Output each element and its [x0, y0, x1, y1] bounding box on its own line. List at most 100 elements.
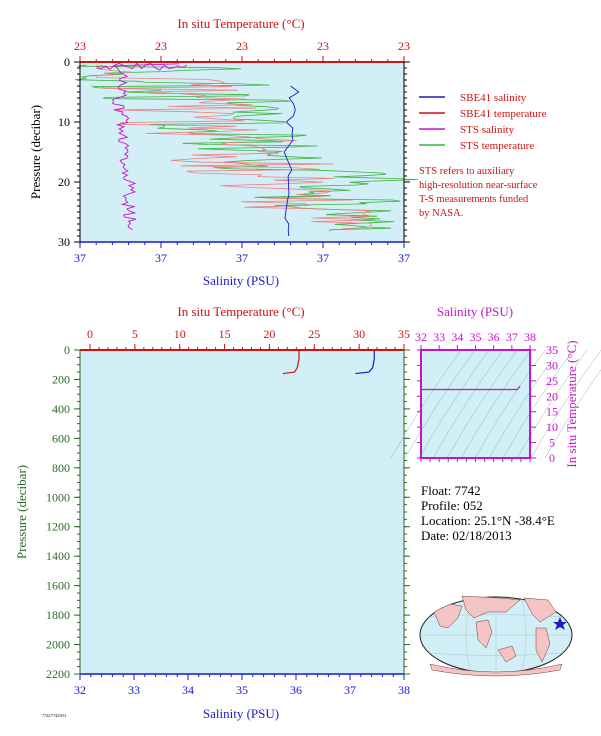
sbe41-temperature-full-trace	[282, 350, 300, 375]
legend-label-sts-salinity: STS salinity	[460, 124, 515, 136]
ts-density-contour	[418, 349, 490, 459]
ts-chart-density-contours	[390, 349, 601, 459]
legend-note-line-1: STS refers to auxiliary	[419, 166, 515, 177]
bottom-sal-tick-label: 33	[128, 683, 140, 697]
top-temp-tick-label: 23	[236, 39, 248, 53]
sts-salinity-trace	[112, 63, 180, 231]
ts-density-contour	[502, 349, 574, 459]
bottom-pressure-tick-label: 2000	[46, 638, 70, 652]
bottom-sal-tick-label: 37	[344, 683, 356, 697]
bottom-temp-tick-label: 0	[87, 327, 93, 341]
map-land	[429, 595, 563, 677]
sbe41-salinity-full-trace	[355, 350, 375, 375]
ts-sal-tick-label: 35	[470, 330, 482, 344]
ts-density-contour	[488, 349, 560, 459]
top-sal-tick-label: 37	[398, 251, 410, 265]
ts-density-contour	[404, 349, 476, 459]
bottom-chart-traces	[282, 350, 375, 375]
top-chart-salinity-label: Salinity (PSU)	[203, 273, 279, 288]
ts-temp-tick-label: 10	[546, 420, 558, 434]
bottom-pressure-tick-label: 1200	[46, 520, 70, 534]
bottom-pressure-tick-label: 1800	[46, 608, 70, 622]
sts-surface-trace	[95, 62, 188, 71]
profile-number: Profile: 052	[421, 498, 483, 513]
sts-temperature-trace	[74, 64, 418, 232]
ts-temp-tick-label: 5	[549, 436, 555, 450]
legend-label-sts-temperature: STS temperature	[460, 140, 534, 152]
top-temp-tick-label: 23	[398, 39, 410, 53]
ts-density-contour	[460, 349, 532, 459]
ts-temp-tick-label: 20	[546, 389, 558, 403]
legend-label-sbe41-salinity: SBE41 salinity	[460, 92, 527, 104]
bottom-temp-tick-label: 15	[219, 327, 231, 341]
bottom-pressure-tick-label: 1000	[46, 490, 70, 504]
float-location-star-icon	[553, 617, 567, 630]
ts-sal-tick-label: 32	[415, 330, 427, 344]
ts-density-contour	[516, 349, 588, 459]
ts-density-contour	[544, 369, 601, 459]
top-pressure-tick-label: 20	[58, 175, 70, 189]
ts-chart-frame	[420, 349, 531, 459]
bottom-chart-salinity-label: Salinity (PSU)	[203, 706, 279, 721]
ts-temp-tick-label: 30	[546, 358, 558, 372]
bottom-temp-tick-label: 20	[263, 327, 275, 341]
top-chart-temp-title: In situ Temperature (°C)	[177, 16, 304, 31]
ts-chart-plot-area	[421, 350, 530, 458]
bottom-sal-tick-label: 36	[290, 683, 302, 697]
top-sal-tick-label: 37	[155, 251, 167, 265]
bottom-chart-ticks: 0 5 10 15 20 25 30 35 32 33 34 35 36 37 38 0 200 400 600 80…	[46, 327, 410, 697]
ts-temp-tick-label: 25	[546, 374, 558, 388]
ts-density-contour	[390, 349, 462, 459]
top-pressure-tick-label: 30	[58, 235, 70, 249]
bottom-chart-temp-title: In situ Temperature (°C)	[177, 304, 304, 319]
location: Location: 25.1°N -38.4°E	[421, 513, 555, 528]
sbe41-temperature-trace	[95, 64, 373, 230]
ts-density-contour	[432, 349, 504, 459]
ts-density-contour	[446, 349, 518, 459]
bottom-chart: In situ Temperature (°C) Salinity (PSU) …	[14, 304, 410, 721]
ts-density-contour	[530, 349, 601, 459]
ts-temp-tick-label: 0	[549, 451, 555, 465]
legend-note-line-2: high-resolution near-surface	[419, 180, 538, 191]
sbe41-salinity-trace	[283, 85, 300, 237]
bottom-pressure-tick-label: 200	[52, 372, 70, 386]
ts-profile-trace	[421, 385, 521, 391]
ts-chart-traces	[421, 385, 521, 391]
bottom-temp-tick-label: 35	[398, 327, 410, 341]
legend: SBE41 salinity SBE41 temperature STS sal…	[419, 92, 547, 219]
top-chart-pressure-label: Pressure (decibar)	[28, 105, 43, 199]
top-temp-tick-label: 23	[317, 39, 329, 53]
ts-sal-tick-label: 33	[433, 330, 445, 344]
bottom-pressure-tick-label: 2200	[46, 667, 70, 681]
top-sal-tick-label: 37	[74, 251, 86, 265]
top-chart-traces	[74, 62, 418, 237]
top-chart: In situ Temperature (°C) Salinity (PSU) …	[28, 16, 418, 288]
ts-temp-tick-label: 35	[546, 343, 558, 357]
bottom-pressure-tick-label: 800	[52, 461, 70, 475]
ts-density-contour	[474, 349, 546, 459]
bottom-pressure-tick-label: 1600	[46, 579, 70, 593]
bottom-temp-tick-label: 25	[308, 327, 320, 341]
ts-sal-tick-label: 36	[488, 330, 500, 344]
ts-chart-temp-label: In situ Temperature (°C)	[564, 340, 579, 467]
bottom-pressure-tick-label: 1400	[46, 549, 70, 563]
legend-label-sbe41-temperature: SBE41 temperature	[460, 108, 547, 120]
bottom-chart-pressure-label: Pressure (decibar)	[14, 465, 29, 559]
bottom-sal-tick-label: 35	[236, 683, 248, 697]
ts-sal-tick-label: 37	[506, 330, 518, 344]
bottom-temp-tick-label: 10	[174, 327, 186, 341]
ts-sal-tick-label: 34	[451, 330, 463, 344]
bottom-temp-tick-label: 5	[132, 327, 138, 341]
top-sal-tick-label: 37	[317, 251, 329, 265]
bottom-pressure-tick-label: 0	[64, 343, 70, 357]
ts-chart: Salinity (PSU) In situ Temperature (°C) …	[390, 304, 601, 468]
bottom-temp-tick-label: 30	[353, 327, 365, 341]
top-sal-tick-label: 37	[236, 251, 248, 265]
top-chart-ticks: 23 23 23 23 23 37 37 37 37 37 0 10 20 30	[58, 39, 410, 265]
top-pressure-tick-label: 0	[64, 55, 70, 69]
legend-note-line-4: by NASA.	[419, 208, 463, 219]
float-id: Float: 7742	[421, 483, 481, 498]
legend-note-line-3: T-S measurements funded	[419, 194, 529, 205]
top-temp-tick-label: 23	[74, 39, 86, 53]
float-info: Float: 7742 Profile: 052 Location: 25.1°…	[421, 483, 555, 543]
